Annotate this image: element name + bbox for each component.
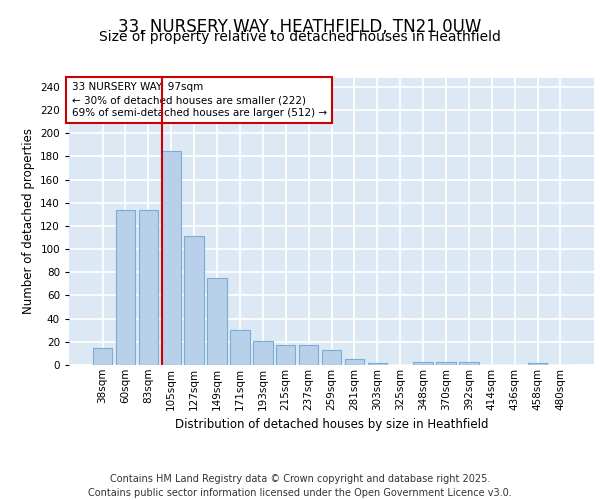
Bar (368, 362, 387, 365)
Bar (230, 330, 250, 365)
Bar (344, 359, 364, 365)
Bar (276, 346, 295, 365)
X-axis label: Distribution of detached houses by size in Heathfield: Distribution of detached houses by size … (175, 418, 488, 431)
Bar (528, 362, 547, 365)
Text: 33, NURSERY WAY, HEATHFIELD, TN21 0UW: 33, NURSERY WAY, HEATHFIELD, TN21 0UW (118, 18, 482, 36)
Bar (299, 346, 319, 365)
Text: Size of property relative to detached houses in Heathfield: Size of property relative to detached ho… (99, 30, 501, 44)
Bar (436, 362, 455, 365)
Bar (161, 150, 181, 365)
Text: 33 NURSERY WAY: 97sqm
← 30% of detached houses are smaller (222)
69% of semi-det: 33 NURSERY WAY: 97sqm ← 30% of detached … (71, 82, 327, 118)
Y-axis label: Number of detached properties: Number of detached properties (22, 128, 35, 314)
Bar (253, 340, 272, 365)
Bar (184, 236, 204, 365)
Text: Contains HM Land Registry data © Crown copyright and database right 2025.
Contai: Contains HM Land Registry data © Crown c… (88, 474, 512, 498)
Bar (322, 350, 341, 365)
Bar (116, 210, 135, 365)
Bar (93, 348, 112, 365)
Bar (208, 278, 227, 365)
Bar (459, 362, 479, 365)
Bar (413, 362, 433, 365)
Bar (139, 210, 158, 365)
